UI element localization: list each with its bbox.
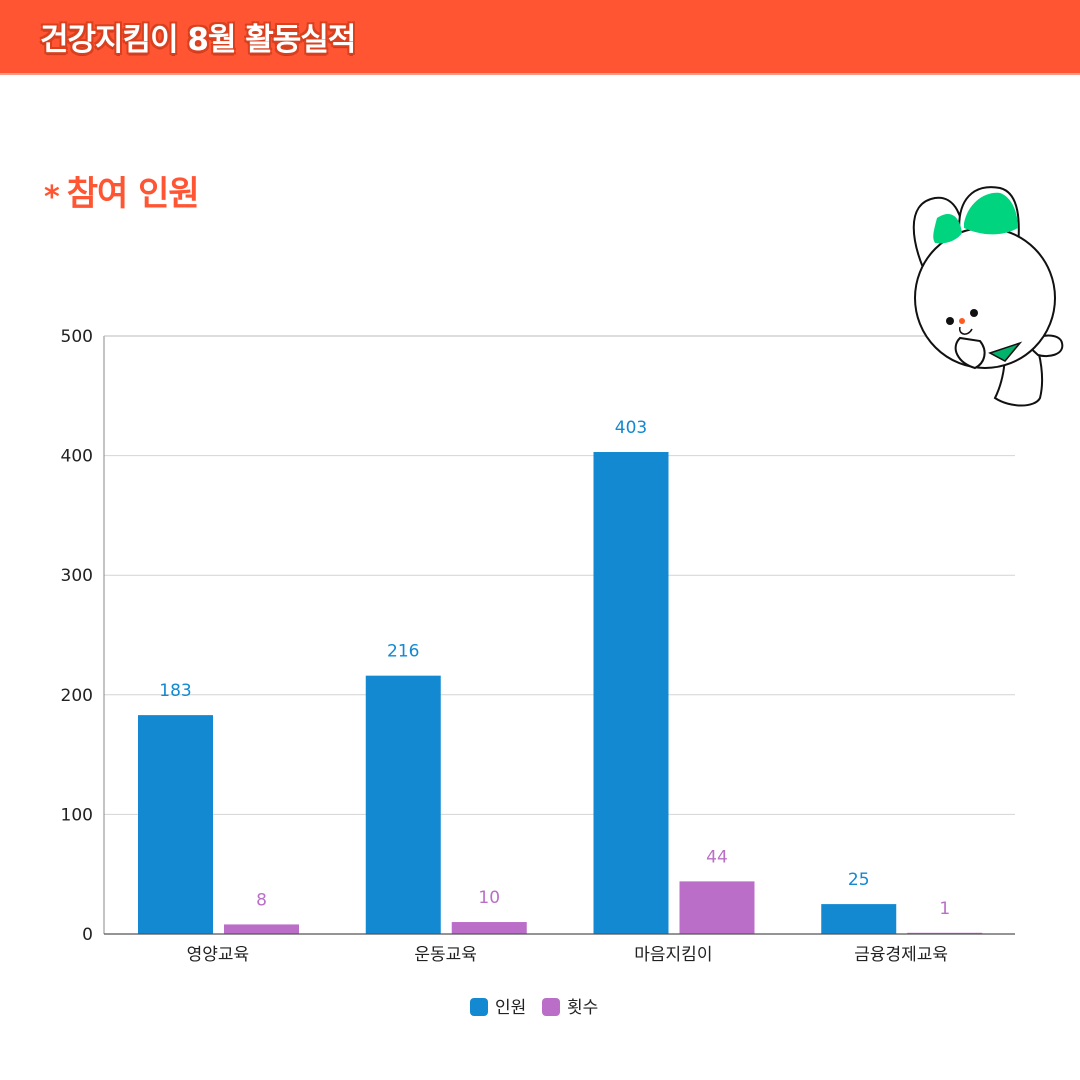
y-tick-label: 100: [61, 805, 93, 825]
header-banner: 건강지킴이 8월 활동실적: [0, 0, 1080, 75]
bar-people: [593, 452, 669, 934]
x-tick-label: 운동교육: [414, 945, 477, 965]
bar-count: [224, 924, 299, 934]
data-label: 183: [159, 681, 191, 701]
legend-swatch: [542, 998, 560, 1016]
y-tick-label: 400: [61, 447, 93, 467]
data-label: 25: [848, 870, 870, 890]
data-label: 1: [939, 899, 950, 919]
legend-label: 횟수: [567, 998, 598, 1018]
x-tick-label: 마음지킴이: [634, 945, 712, 965]
x-tick-label: 금융경제교육: [854, 945, 948, 965]
data-label: 216: [387, 642, 419, 662]
y-tick-label: 500: [61, 327, 93, 347]
y-tick-label: 200: [61, 686, 93, 706]
data-label: 10: [478, 888, 500, 908]
section-title: 참여 인원: [66, 174, 200, 214]
bar-people: [365, 675, 441, 934]
y-tick-label: 0: [82, 925, 93, 945]
bunny-mascot-illustration: [912, 186, 1064, 407]
legend-label: 인원: [495, 998, 526, 1018]
bar-people: [821, 904, 897, 934]
bar-count: [451, 922, 527, 934]
x-tick-label: 영양교육: [187, 945, 250, 965]
bullet-asterisk: *: [44, 180, 60, 215]
section-heading: * 참여 인원: [44, 166, 200, 215]
legend-swatch: [470, 998, 488, 1016]
bar-people: [138, 715, 213, 934]
data-label: 403: [615, 418, 647, 438]
data-label: 8: [256, 890, 267, 910]
data-label: 44: [706, 847, 728, 867]
page-title: 건강지킴이 8월 활동실적: [40, 22, 356, 58]
y-tick-label: 300: [61, 566, 93, 586]
bar-count: [679, 881, 755, 934]
